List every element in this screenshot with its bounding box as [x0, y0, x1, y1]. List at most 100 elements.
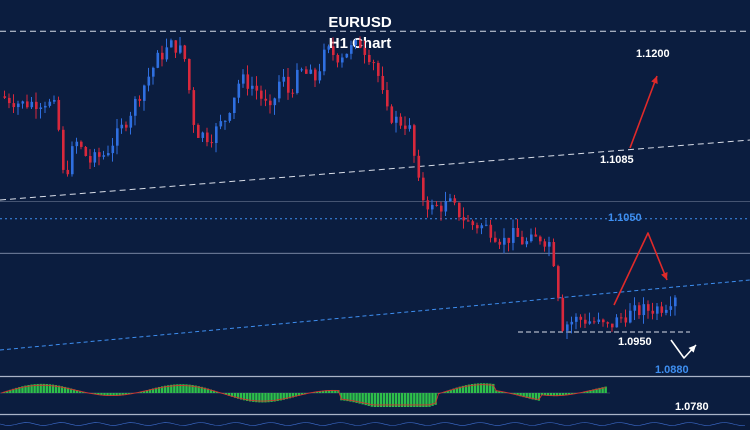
candle-body	[521, 236, 524, 245]
candle-body	[57, 99, 61, 130]
candle-body	[251, 85, 254, 89]
candle-body	[624, 317, 628, 323]
candle-body	[44, 105, 47, 108]
candle-body	[260, 90, 263, 99]
oscillator-bar	[318, 390, 322, 393]
candle-body	[431, 204, 434, 210]
oscillator-bar	[60, 386, 64, 393]
oscillator-bar	[525, 393, 528, 398]
candle-body	[498, 241, 502, 245]
candle-body	[575, 316, 578, 322]
oscillator-bar	[258, 393, 261, 403]
candle-body	[147, 76, 151, 86]
candle-body	[539, 236, 542, 242]
candle-body	[116, 128, 119, 146]
candle-body	[426, 200, 430, 210]
oscillator-bar	[385, 393, 389, 407]
level-lines	[0, 30, 750, 351]
candle-body	[201, 132, 205, 138]
candle-body	[228, 113, 232, 121]
oscillator-bar	[276, 393, 279, 402]
oscillator-bar	[361, 393, 364, 405]
oscillator-bar	[121, 393, 124, 396]
oscillator-bar	[555, 393, 559, 397]
candle-body	[507, 237, 511, 243]
oscillator-bar	[194, 385, 197, 393]
candle-body	[602, 319, 605, 323]
candle-body	[255, 85, 259, 91]
candle-body	[350, 45, 353, 54]
oscillator-bar	[346, 393, 349, 402]
candle-body	[327, 46, 331, 50]
oscillator-bar	[118, 393, 121, 396]
oscillator-bar	[334, 389, 337, 393]
oscillator-bar	[51, 384, 55, 393]
oscillator-bar	[586, 390, 589, 393]
candle-body	[552, 242, 556, 267]
candle-body	[471, 221, 475, 226]
candle-body	[138, 98, 142, 101]
oscillator-bar	[112, 393, 115, 396]
candle-body	[300, 69, 304, 71]
candles	[3, 36, 677, 339]
candle-body	[444, 201, 448, 212]
candle-body	[656, 306, 659, 314]
oscillator-bar	[69, 388, 73, 393]
candle-body	[377, 62, 380, 76]
candle-body	[422, 177, 425, 201]
candle-body	[525, 241, 529, 245]
arrow-up-to-1-1200-head	[651, 76, 658, 84]
oscillator-bar	[230, 393, 234, 397]
oscillator-bar	[400, 393, 404, 407]
level-label-1-0950: 1.0950	[618, 336, 652, 348]
oscillator-bar	[239, 393, 243, 400]
candle-body	[354, 40, 358, 46]
candle-body	[323, 49, 326, 72]
oscillator-bar	[173, 384, 176, 393]
lower-indicator-strip	[0, 417, 750, 430]
candle-body	[489, 224, 493, 238]
candle-body	[516, 227, 520, 237]
candle-body	[561, 297, 565, 331]
oscillator-bar	[78, 390, 82, 393]
candle-body	[98, 152, 101, 157]
oscillator-bar	[191, 385, 194, 393]
oscillator-bar	[288, 393, 291, 399]
candle-body	[192, 90, 196, 125]
candle-body	[66, 169, 70, 175]
oscillator-bar	[540, 393, 544, 396]
candle-body	[156, 52, 160, 68]
candle-body	[674, 297, 677, 307]
oscillator-bar	[176, 384, 179, 393]
oscillator-bar	[48, 384, 51, 393]
candle-body	[3, 96, 7, 98]
candle-body	[611, 323, 614, 328]
oscillator-bar	[561, 393, 565, 396]
candle-body	[152, 67, 155, 77]
candle-body	[53, 99, 56, 102]
candle-body	[557, 266, 560, 298]
candle-body	[503, 237, 506, 245]
candle-body	[629, 310, 632, 323]
candle-body	[296, 69, 299, 93]
oscillator-bar	[39, 383, 42, 393]
oscillator-bar	[564, 393, 568, 396]
candle-body	[111, 145, 115, 154]
candle-body	[233, 97, 236, 114]
oscillator-bar	[388, 393, 392, 407]
candle-body	[89, 155, 92, 163]
oscillator-bar	[452, 388, 455, 393]
candle-body	[570, 321, 574, 325]
oscillator-bar	[379, 393, 383, 407]
candle-body	[179, 45, 182, 53]
candle-body	[120, 124, 124, 129]
oscillator-bar	[249, 393, 252, 402]
oscillator-bar	[164, 385, 167, 393]
oscillator-bar	[45, 384, 48, 393]
candle-body	[530, 234, 533, 242]
oscillator-bar	[270, 393, 273, 402]
oscillator-bar	[103, 393, 106, 396]
candle-body	[606, 322, 610, 324]
oscillator-bar	[367, 393, 370, 406]
